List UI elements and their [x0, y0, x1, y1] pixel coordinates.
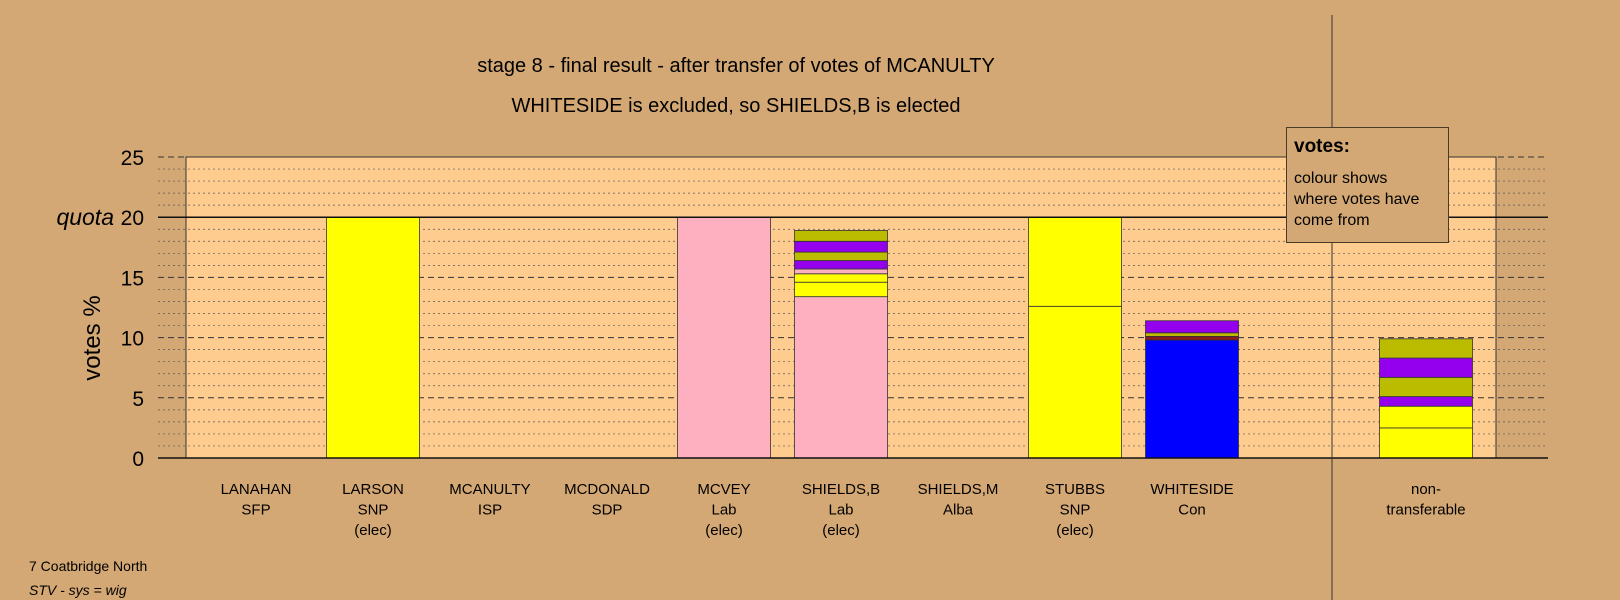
legend-text: colour shows where votes have come from: [1294, 170, 1420, 229]
x-tick-label: MCDONALD: [564, 481, 650, 498]
bar-segment: [794, 251, 888, 261]
bar-segment: [794, 230, 888, 242]
x-tick-label: LARSON: [342, 481, 404, 498]
x-tick-label: transferable: [1386, 502, 1465, 519]
bar-segment: [794, 281, 888, 298]
y-tick-label: 15: [121, 267, 144, 290]
x-tick-label: STUBBS: [1045, 481, 1105, 498]
x-tick-label: WHITESIDE: [1150, 481, 1233, 498]
bar-segment: [677, 216, 771, 459]
x-tick-label: SHIELDS,B: [802, 481, 880, 498]
nontransferable-segment: [1379, 338, 1473, 359]
x-tick-label: Alba: [943, 502, 974, 519]
x-tick-label: (elec): [354, 522, 392, 539]
chart-title: stage 8 - final result - after transfer …: [477, 55, 995, 77]
x-tick-label: MCANULTY: [449, 481, 530, 498]
y-tick-label: 5: [132, 388, 144, 411]
legend-title: votes:: [1294, 136, 1350, 157]
axis-layer: 0 5 10 15 20 25 LANAHAN SFP LARSON SNP (elec) MCANU…: [121, 147, 1548, 539]
quota-label: quota: [56, 204, 114, 230]
chart-subtitle: WHITESIDE is excluded, so SHIELDS,B is e…: [511, 95, 960, 117]
y-tick-label: 10: [121, 328, 144, 351]
x-tick-label: SDP: [592, 502, 623, 519]
bar-segment: [794, 268, 888, 275]
nontransferable-segment: [1379, 427, 1473, 459]
x-tick-label: SNP: [1060, 502, 1091, 519]
legend-box: votes: colour shows where votes have com…: [1286, 127, 1449, 243]
bar-segment: [794, 273, 888, 283]
bar-segment: [326, 216, 420, 459]
nontransferable-segment: [1379, 357, 1473, 378]
x-tick-label: LANAHAN: [221, 481, 292, 498]
nontransferable-segment: [1379, 405, 1473, 429]
bar-segment: [1145, 335, 1239, 341]
x-tick-label: (elec): [705, 522, 743, 539]
x-tick-label: MCVEY: [697, 481, 750, 498]
y-tick-label: 25: [121, 147, 144, 170]
bars-layer: [326, 216, 1473, 459]
y-tick-label: 20: [121, 207, 144, 230]
bar-segment: [794, 240, 888, 253]
bar-segment: [1028, 216, 1122, 307]
bar-segment: [1028, 305, 1122, 459]
bar-segment: [794, 296, 888, 459]
x-tick-label: (elec): [822, 522, 860, 539]
x-tick-label: Lab: [711, 502, 736, 519]
x-tick-label: Con: [1178, 502, 1206, 519]
x-tick-label: non-: [1411, 481, 1441, 498]
bar-segment: [1145, 332, 1239, 337]
y-tick-label: 0: [132, 448, 144, 471]
x-tick-label: SFP: [241, 502, 270, 519]
bar-segment: [1145, 339, 1239, 459]
x-tick-label: Lab: [828, 502, 853, 519]
x-tick-label: (elec): [1056, 522, 1094, 539]
x-tick-label: SHIELDS,M: [918, 481, 999, 498]
x-tick-label: ISP: [478, 502, 502, 519]
bar-segment: [794, 260, 888, 270]
nontransferable-segment: [1379, 376, 1473, 397]
x-tick-label: SNP: [358, 502, 389, 519]
system-label: STV - sys = wig: [29, 582, 127, 598]
bar-segment: [1145, 320, 1239, 334]
y-axis-label: votes %: [79, 295, 106, 380]
nontransferable-segment: [1379, 396, 1473, 407]
constituency-label: 7 Coatbridge North: [29, 558, 148, 574]
